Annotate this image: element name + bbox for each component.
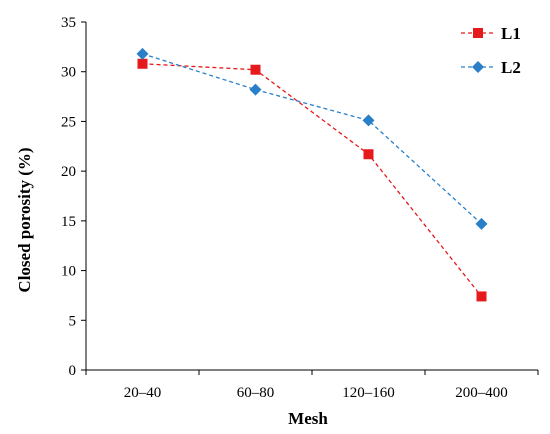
series-l1-point: [137, 58, 148, 69]
x-tick-label: 120–160: [342, 385, 395, 401]
series-l1-point: [250, 64, 261, 75]
legend-l1-label: L1: [501, 24, 521, 43]
series-l2-point: [136, 47, 149, 60]
x-tick-label: 200–400: [455, 385, 508, 401]
legend-l1-marker: [473, 28, 483, 38]
series-l2-point: [249, 83, 262, 96]
x-tick-label: 20–40: [124, 385, 162, 401]
y-tick-label: 35: [61, 15, 76, 31]
series-l2-point: [475, 217, 488, 230]
series-l1-point: [363, 149, 374, 160]
y-axis-label: Closed porosity (%): [15, 147, 34, 292]
y-tick-label: 20: [61, 164, 76, 180]
legend-l2-label: L2: [501, 58, 521, 77]
series-l1-point: [476, 291, 487, 302]
series-layer: [136, 47, 488, 302]
series-l1-line: [142, 63, 483, 297]
y-tick-label: 5: [69, 313, 77, 329]
axes: 0 5 10 15 20 25 30 35 20–40 60–80 120–160 200–400: [61, 15, 539, 401]
y-tick-label: 10: [61, 264, 76, 280]
y-tick-label: 30: [61, 65, 76, 81]
legend-l2-marker: [472, 61, 484, 73]
series-l2-line: [142, 53, 482, 225]
y-tick-label: 25: [61, 114, 76, 130]
legend: L1 L2: [461, 24, 521, 77]
series-l2-point: [362, 114, 375, 127]
x-tick-label: 60–80: [237, 385, 275, 401]
y-tick-label: 0: [69, 363, 77, 379]
y-tick-label: 15: [61, 214, 76, 230]
x-axis-label: Mesh: [288, 409, 328, 428]
